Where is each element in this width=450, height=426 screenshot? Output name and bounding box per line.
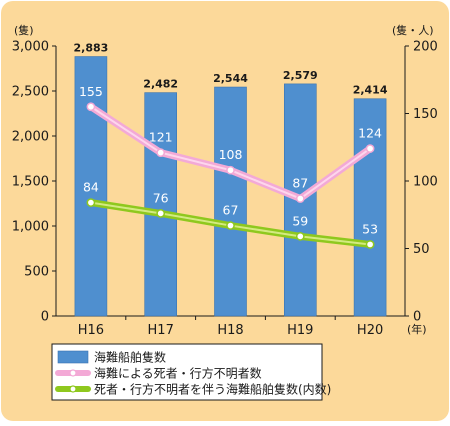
series-point-casualties	[156, 148, 166, 157]
y-left-tick-label: 0	[41, 310, 49, 325]
series-point-casualties	[365, 144, 375, 153]
y-left-tick-label: 2,500	[12, 85, 49, 100]
y-right-tick-label: 50	[413, 242, 430, 257]
y-right-tick-label: 150	[413, 107, 438, 122]
bar	[74, 56, 108, 317]
y-left-tick-label: 2,000	[12, 130, 49, 145]
series-point-casualties	[226, 165, 235, 175]
bar	[353, 98, 387, 317]
x-tick-label: H17	[148, 323, 174, 338]
series-point-casualties	[295, 194, 305, 203]
y-left-tick-label: 1,500	[12, 175, 49, 190]
axes-layer: 0 500 1,000 1,500 2,000 2,500 3,000 0 50 100 150 20…	[12, 23, 438, 338]
lines-layer	[86, 102, 375, 249]
bar-value-label: 2,414	[353, 84, 388, 97]
legend-swatch-bar	[57, 350, 89, 364]
legend-label: 海難船舶隻数	[94, 350, 166, 365]
y-left-tick-label: 500	[24, 265, 49, 280]
series-point-ships-with-casualties	[365, 240, 375, 249]
series-value-label-ships-with-casualties: 67	[223, 203, 239, 218]
y-right-tick-label: 200	[413, 40, 438, 55]
series-value-label-casualties: 124	[358, 126, 382, 141]
y-left-tick-label: 3,000	[12, 40, 49, 55]
bar	[283, 83, 317, 317]
legend-label: 海難による死者・行方不明者数	[94, 366, 262, 381]
bars-layer	[74, 56, 387, 317]
bar-value-label: 2,883	[74, 42, 109, 55]
series-value-label-casualties: 108	[219, 147, 243, 162]
series-value-label-ships-with-casualties: 84	[83, 180, 99, 195]
bar	[214, 86, 247, 317]
x-axis-unit-label: (年)	[407, 322, 427, 336]
series-point-ships-with-casualties	[226, 221, 235, 230]
series-value-label-casualties: 121	[149, 130, 173, 145]
series-value-label-ships-with-casualties: 53	[362, 221, 378, 236]
bar-value-label: 2,579	[283, 69, 318, 82]
legend: 海難船舶隻数海難による死者・行方不明者数死者・行方不明者を伴う海難船舶隻数(内数…	[51, 343, 331, 401]
legend-label: 死者・行方不明者を伴う海難船舶隻数(内数)	[94, 382, 331, 397]
series-point-ships-with-casualties	[295, 232, 305, 241]
x-tick-label: H19	[287, 323, 313, 338]
series-value-label-ships-with-casualties: 76	[153, 190, 169, 205]
y-right-tick-label: 0	[413, 310, 421, 325]
series-value-label-casualties: 87	[292, 176, 308, 191]
series-value-label-casualties: 155	[79, 84, 103, 99]
bar-value-label: 2,544	[213, 72, 248, 85]
y-left-tick-label: 1,000	[12, 220, 49, 235]
series-point-ships-with-casualties	[156, 209, 166, 218]
y-left-unit-label: (隻)	[14, 23, 34, 37]
series-point-casualties	[86, 102, 96, 112]
series-point-ships-with-casualties	[86, 198, 96, 207]
series-value-label-ships-with-casualties: 59	[292, 213, 308, 228]
legend-box	[51, 343, 323, 401]
y-right-tick-label: 100	[413, 175, 438, 190]
bar-value-label: 2,482	[143, 78, 178, 91]
y-right-unit-label: (隻・人)	[392, 23, 434, 37]
x-tick-label: H16	[78, 323, 104, 338]
x-tick-label: H18	[217, 323, 243, 338]
legend-marker-casualties	[69, 369, 77, 377]
bar	[144, 92, 177, 317]
legend-marker-ships-with-casualties	[69, 385, 77, 393]
x-tick-label: H20	[357, 323, 383, 338]
labels-layer: 2,883 2,482 2,544 2,579 2,414 155 121 108 87 124 8…	[74, 42, 388, 237]
